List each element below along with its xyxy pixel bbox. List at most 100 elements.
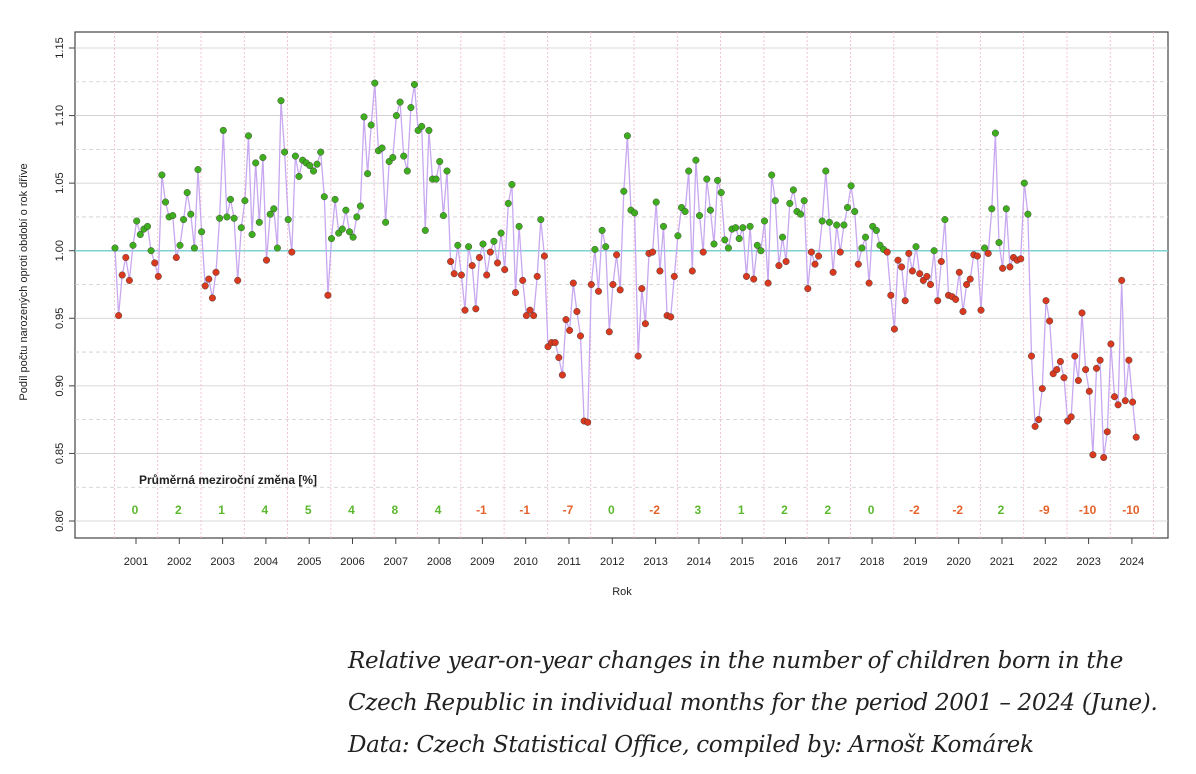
data-point [764, 279, 772, 287]
data-point [844, 203, 852, 211]
data-point [306, 162, 314, 170]
annual-change-label: -10 [1122, 503, 1140, 517]
data-point [252, 159, 260, 167]
data-point [284, 216, 292, 224]
data-point [248, 230, 256, 238]
x-tick-label: 2018 [860, 556, 884, 568]
data-point [641, 320, 649, 328]
data-point [890, 325, 898, 333]
x-tick-label: 2003 [210, 556, 234, 568]
x-tick-label: 2012 [600, 556, 624, 568]
data-point [244, 132, 252, 140]
data-point [367, 121, 375, 129]
annual-change-label: -10 [1079, 503, 1097, 517]
data-point [439, 212, 447, 220]
data-point [1053, 366, 1061, 374]
data-point [212, 268, 220, 276]
data-point [508, 180, 516, 188]
data-point [356, 202, 364, 210]
data-point [494, 259, 502, 267]
data-point [205, 275, 213, 283]
data-point [822, 167, 830, 175]
annual-change-label: 0 [608, 503, 615, 517]
data-point [436, 157, 444, 165]
data-point [447, 258, 455, 266]
data-point [656, 267, 664, 275]
annual-change-label: 2 [175, 503, 182, 517]
data-point [378, 144, 386, 152]
data-point [566, 326, 574, 334]
data-point [133, 217, 141, 225]
data-point [353, 213, 361, 221]
annual-change-label: 1 [738, 503, 745, 517]
data-point [172, 253, 180, 261]
data-point [847, 182, 855, 190]
data-point [854, 260, 862, 268]
data-point [894, 256, 902, 264]
data-point [771, 197, 779, 205]
annual-change-label: 4 [262, 503, 269, 517]
data-point [147, 247, 155, 255]
data-point [804, 285, 812, 293]
data-point [425, 126, 433, 134]
annual-change-label: 4 [348, 503, 355, 517]
data-point [927, 281, 935, 289]
data-point [667, 313, 675, 321]
data-point [270, 205, 278, 213]
data-point [317, 148, 325, 156]
data-point [1002, 205, 1010, 213]
data-point [800, 197, 808, 205]
data-points [111, 79, 1140, 462]
data-point [753, 241, 761, 249]
data-point [1046, 317, 1054, 325]
data-point [652, 198, 660, 206]
data-point [710, 240, 718, 248]
annual-change-label: -2 [649, 503, 660, 517]
data-point [901, 297, 909, 305]
data-point [201, 282, 209, 290]
data-point [501, 266, 509, 274]
data-point [1082, 366, 1090, 374]
data-point [638, 285, 646, 293]
data-point [558, 371, 566, 379]
y-tick-label: 1.00 [54, 240, 66, 261]
data-point [1096, 356, 1104, 364]
series-line [114, 83, 1137, 458]
data-point [1042, 297, 1050, 305]
data-point [573, 308, 581, 316]
data-point [403, 167, 411, 175]
data-point [757, 247, 765, 255]
data-point [407, 103, 415, 111]
data-point [1074, 377, 1082, 385]
data-point [941, 216, 949, 224]
x-tick-label: 2005 [297, 556, 321, 568]
data-point [811, 260, 819, 268]
data-point [259, 153, 267, 161]
data-point [815, 252, 823, 260]
data-point [158, 171, 166, 179]
data-point [295, 172, 303, 180]
data-point [1100, 454, 1108, 462]
data-point [328, 235, 336, 243]
figure-caption: Relative year-on-year changes in the num… [348, 648, 1158, 758]
annual-change-label: -2 [952, 503, 963, 517]
x-tick-label: 2023 [1076, 556, 1100, 568]
annual-change-label: 1 [218, 503, 225, 517]
data-point [1125, 356, 1133, 364]
data-point [750, 275, 758, 283]
grid [75, 32, 1168, 538]
data-point [717, 189, 725, 197]
data-point [122, 253, 130, 261]
data-point [1132, 433, 1140, 441]
data-point [389, 153, 397, 161]
data-point [898, 263, 906, 271]
data-point [522, 312, 530, 320]
x-tick-label: 2007 [384, 556, 408, 568]
annual-change-label: -7 [563, 503, 574, 517]
data-point [190, 244, 198, 252]
data-point [1017, 255, 1025, 263]
data-point [479, 240, 487, 248]
data-point [450, 270, 458, 278]
data-point [999, 264, 1007, 272]
data-point [216, 214, 224, 222]
